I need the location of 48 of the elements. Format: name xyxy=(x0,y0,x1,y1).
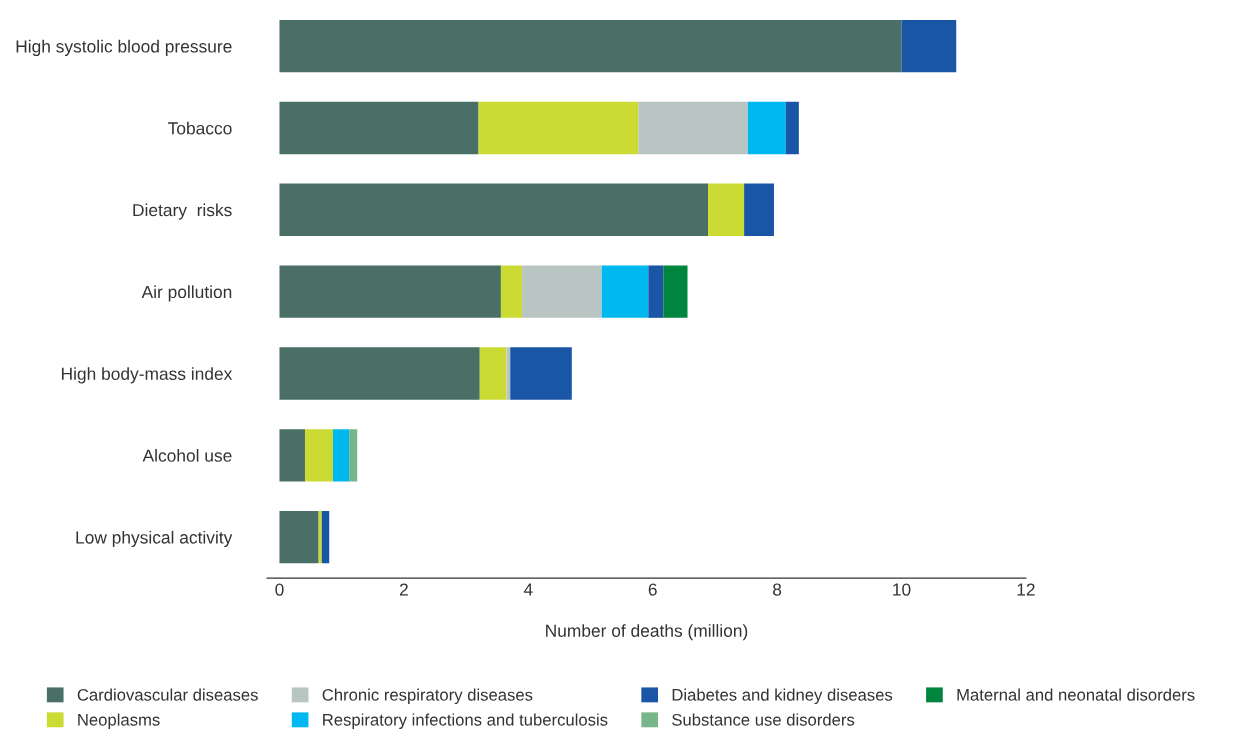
y-tick-label: High body-mass index xyxy=(61,367,233,384)
bar xyxy=(708,183,745,236)
x-tick-label: 0 xyxy=(275,583,284,596)
x-tick-label: 4 xyxy=(523,583,533,596)
bar xyxy=(500,265,523,318)
y-tick-label: Tobacco xyxy=(168,121,232,135)
legend-label: Chronic respiratory diseases xyxy=(322,688,533,705)
y-tick-label: Low physical activity xyxy=(76,530,233,548)
bar xyxy=(279,101,479,155)
x-tick-label: 6 xyxy=(648,583,657,596)
bar xyxy=(785,101,799,155)
x-tick-label: 10 xyxy=(893,583,911,596)
bar xyxy=(279,183,709,236)
bar xyxy=(279,347,480,400)
bar xyxy=(321,510,330,564)
bar xyxy=(479,347,507,400)
legend-label: Diabetes and kidney diseases xyxy=(672,688,893,705)
bar xyxy=(901,19,957,73)
bar xyxy=(279,265,501,318)
x-tick-label: 2 xyxy=(399,583,408,596)
x-axis-title: Number of deaths (million) xyxy=(546,624,748,641)
bar xyxy=(522,265,602,318)
y-tick-label: High systolic blood pressure xyxy=(16,39,232,57)
bar xyxy=(648,265,664,318)
bar xyxy=(478,101,639,155)
bar xyxy=(638,101,748,155)
bar xyxy=(318,510,322,564)
bar xyxy=(279,510,319,564)
bar xyxy=(744,183,774,236)
bar xyxy=(510,347,572,400)
legend-label: Maternal and neonatal disorders xyxy=(957,688,1195,701)
legend-label: Neoplasms xyxy=(78,713,160,729)
y-tick-label: Alcohol use xyxy=(142,449,232,462)
bar xyxy=(601,265,649,318)
bar xyxy=(332,429,350,482)
legend-label: Respiratory infections and tuberculosis xyxy=(323,713,608,729)
y-tick-label: Dietary risks xyxy=(133,203,232,220)
y-tick-label: Air pollution xyxy=(141,285,232,302)
bar xyxy=(747,101,786,155)
bar xyxy=(279,429,305,482)
bar xyxy=(349,429,358,482)
legend-label: Cardiovascular diseases xyxy=(77,688,258,701)
x-tick-label: 12 xyxy=(1017,583,1035,596)
x-tick-label: 8 xyxy=(773,583,782,596)
bar xyxy=(279,19,902,73)
legend-label: Substance use disorders xyxy=(672,713,855,726)
bar xyxy=(663,265,688,318)
bar xyxy=(304,429,333,482)
